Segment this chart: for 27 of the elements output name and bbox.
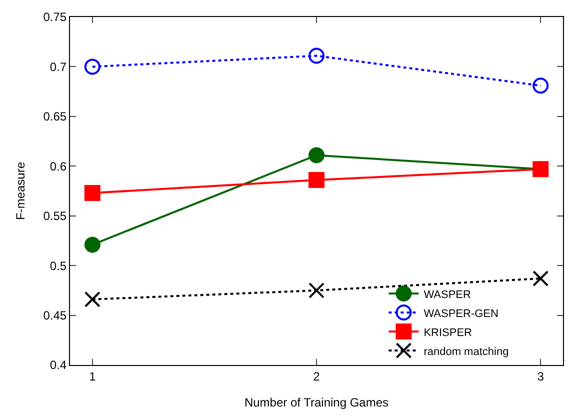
y-axis-title: F-measure — [14, 162, 28, 220]
x-tick-label: 1 — [89, 369, 96, 384]
y-tick-label: 0.4 — [50, 358, 67, 372]
x-tick-label: 2 — [313, 369, 320, 384]
legend-label: WASPER — [424, 288, 472, 301]
point — [84, 184, 100, 201]
point — [308, 172, 324, 188]
point — [308, 48, 324, 64]
y-tick-label: 0.45 — [43, 308, 67, 322]
y-tick-label: 0.65 — [43, 110, 67, 124]
point — [84, 58, 100, 75]
point — [308, 282, 324, 298]
point — [84, 236, 100, 253]
legend-label: WASPER-GEN — [424, 308, 499, 320]
y-tick-label: 0.5 — [50, 258, 67, 273]
point — [532, 78, 549, 94]
y-tick-label: 0.7 — [50, 60, 67, 74]
point — [532, 270, 549, 286]
legend-label: random matching — [424, 346, 509, 358]
x-axis-title: Number of Training Games — [244, 395, 389, 410]
y-tick-label: 0.55 — [43, 209, 67, 224]
point — [84, 291, 100, 308]
point — [308, 147, 324, 164]
x-tick-label: 3 — [537, 369, 544, 384]
y-tick-label: 0.6 — [50, 159, 67, 174]
y-tick-label: 0.75 — [43, 10, 67, 24]
legend-label: KRISPER — [424, 326, 472, 339]
